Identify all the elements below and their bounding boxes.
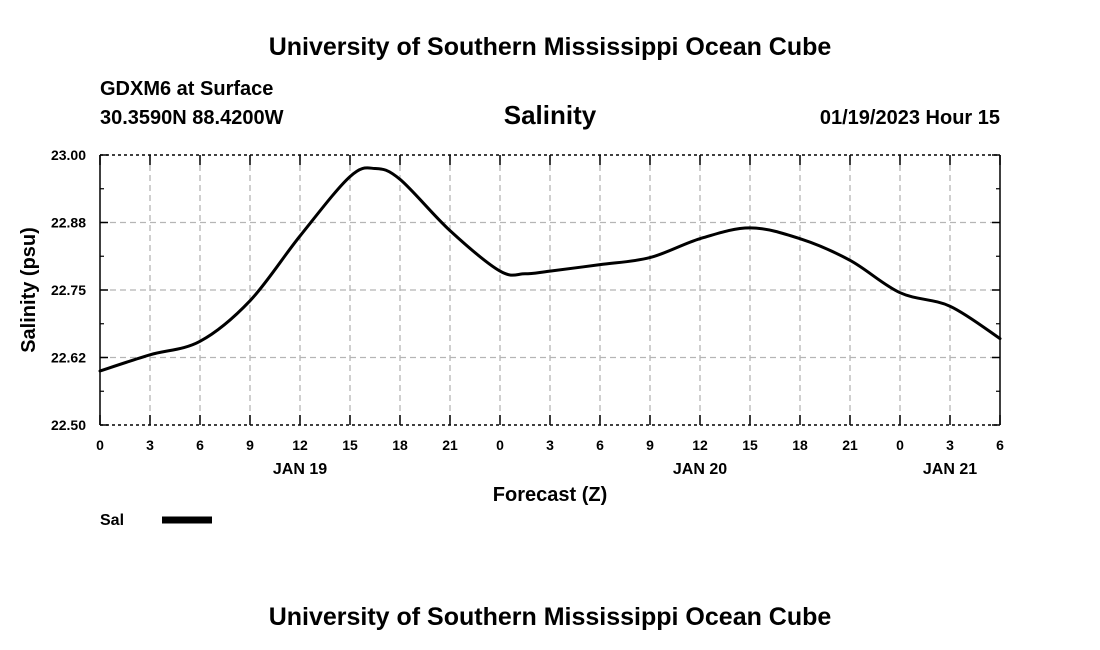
legend-label: Sal — [100, 512, 124, 529]
x-tick-label: 6 — [996, 437, 1004, 453]
x-axis-ticks: 0 3 6 9 12 15 18 21 0 3 6 9 12 15 18 21 0 3 6 — [96, 155, 1004, 453]
y-axis-label: Salinity (psu) — [18, 227, 40, 353]
grid-lines — [100, 155, 1000, 425]
x-tick-label: 15 — [742, 437, 758, 453]
date-label: JAN 19 — [273, 461, 327, 478]
x-tick-label: 6 — [196, 437, 204, 453]
y-tick-label: 22.88 — [51, 215, 86, 231]
station-label: GDXM6 at Surface — [100, 78, 273, 100]
x-tick-label: 18 — [792, 437, 808, 453]
bottom-title: University of Southern Mississippi Ocean… — [269, 603, 832, 631]
date-label: JAN 20 — [673, 461, 727, 478]
x-tick-label: 9 — [246, 437, 254, 453]
y-tick-label: 22.75 — [51, 282, 86, 298]
x-tick-label: 18 — [392, 437, 408, 453]
x-tick-label: 21 — [842, 437, 858, 453]
y-axis-ticks: 22.50 22.62 22.75 22.88 23.00 — [51, 147, 1000, 433]
x-tick-label: 12 — [292, 437, 308, 453]
top-title: University of Southern Mississippi Ocean… — [269, 33, 832, 61]
chart-title: Salinity — [504, 100, 597, 130]
y-tick-label: 23.00 — [51, 147, 86, 163]
x-tick-label: 0 — [96, 437, 104, 453]
x-axis-label: Forecast (Z) — [493, 484, 607, 506]
coordinates-label: 30.3590N 88.4200W — [100, 107, 284, 129]
x-tick-label: 3 — [146, 437, 154, 453]
x-tick-label: 3 — [946, 437, 954, 453]
x-tick-label: 0 — [896, 437, 904, 453]
datetime-label: 01/19/2023 Hour 15 — [820, 107, 1000, 129]
x-tick-label: 0 — [496, 437, 504, 453]
date-labels: JAN 19 JAN 20 JAN 21 — [273, 461, 977, 478]
x-tick-label: 6 — [596, 437, 604, 453]
y-tick-label: 22.50 — [51, 417, 86, 433]
x-tick-label: 12 — [692, 437, 708, 453]
x-tick-label: 9 — [646, 437, 654, 453]
date-label: JAN 21 — [923, 461, 977, 478]
x-tick-label: 21 — [442, 437, 458, 453]
x-tick-label: 3 — [546, 437, 554, 453]
x-tick-label: 15 — [342, 437, 358, 453]
y-tick-label: 22.62 — [51, 350, 86, 366]
series-group — [98, 166, 1002, 373]
series-line-sal — [98, 166, 1002, 373]
